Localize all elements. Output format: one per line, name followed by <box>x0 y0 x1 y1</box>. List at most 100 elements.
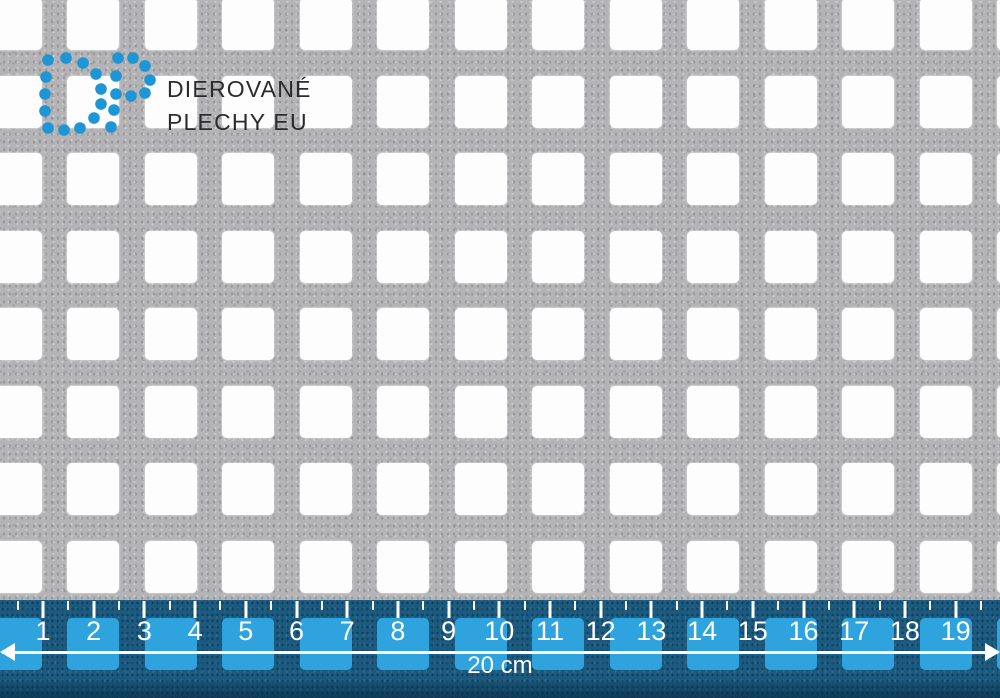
sheet-hole <box>454 540 507 593</box>
brand-name-line2: PLECHY EU <box>167 109 308 135</box>
sheet-hole <box>997 75 1000 128</box>
ruler-hole <box>842 618 894 670</box>
sheet-hole <box>67 540 119 593</box>
ruler-number: 18 <box>889 616 920 646</box>
sheet-hole <box>299 230 352 283</box>
ruler-tick-minor <box>625 601 628 610</box>
sheet-hole <box>454 153 507 206</box>
sheet-hole <box>299 540 352 593</box>
sheet-hole <box>842 540 894 593</box>
sheet-hole <box>222 75 274 128</box>
sheet-hole <box>67 308 119 361</box>
sheet-hole <box>222 463 274 516</box>
ruler-number: 16 <box>788 616 819 646</box>
sheet-hole <box>764 540 817 593</box>
ruler-number: 12 <box>585 616 616 646</box>
ruler-tick-major <box>649 601 653 618</box>
sheet-hole <box>377 308 429 361</box>
ruler-tick-minor <box>777 601 780 610</box>
sheet-hole <box>377 153 429 206</box>
sheet-hole <box>997 540 1000 593</box>
sheet-hole <box>687 230 739 283</box>
sheet-hole <box>687 153 739 206</box>
ruler-hole <box>144 618 197 670</box>
sheet-hole <box>919 540 972 593</box>
ruler-number: 11 <box>535 616 565 646</box>
sheet-hole <box>454 75 507 128</box>
ruler-number: 15 <box>737 616 768 646</box>
sheet-hole <box>609 230 662 283</box>
sheet-hole <box>454 308 507 361</box>
ruler-arrowhead-right-icon <box>985 643 1000 661</box>
sheet-hole <box>67 385 119 438</box>
ruler-number: 3 <box>136 616 152 646</box>
ruler-tick-minor <box>979 601 982 610</box>
ruler-number: 2 <box>86 616 102 646</box>
ruler-length-label: 20 cm <box>467 652 533 679</box>
ruler-tick-minor <box>523 601 526 610</box>
sheet-hole <box>67 153 119 206</box>
sheet-hole <box>0 463 42 516</box>
sheet-hole <box>299 0 352 51</box>
sheet-hole <box>0 540 42 593</box>
sheet-hole <box>299 385 352 438</box>
ruler-number: 17 <box>839 616 870 646</box>
sheet-hole <box>919 308 972 361</box>
sheet-hole <box>842 75 894 128</box>
ruler-tick-major <box>345 601 349 618</box>
sheet-hole <box>299 308 352 361</box>
ruler-tick-minor <box>16 601 19 610</box>
ruler-tick-major <box>396 601 400 618</box>
ruler-number: 4 <box>187 616 203 646</box>
sheet-hole <box>377 463 429 516</box>
ruler-number: 7 <box>339 616 355 646</box>
sheet-hole <box>144 153 197 206</box>
ruler-hole <box>764 618 817 670</box>
sheet-hole <box>377 230 429 283</box>
ruler-hole <box>67 618 119 670</box>
sheet-hole <box>842 308 894 361</box>
ruler-tick-major <box>295 601 298 618</box>
ruler-number: 9 <box>441 616 457 646</box>
ruler-hole <box>299 618 352 670</box>
ruler-hole <box>532 618 584 670</box>
sheet-hole <box>842 463 894 516</box>
sheet-hole <box>687 385 739 438</box>
sheet-hole <box>609 75 662 128</box>
ruler-hole <box>687 618 739 670</box>
sheet-hole <box>299 75 352 128</box>
ruler-hole <box>454 618 507 670</box>
sheet-hole <box>687 463 739 516</box>
ruler-tick-minor <box>219 601 222 610</box>
sheet-hole <box>609 463 662 516</box>
ruler-tick-major <box>244 601 248 618</box>
sheet-hole <box>842 0 894 51</box>
sheet-hole <box>144 540 197 593</box>
ruler: 1 2 3 4 5 6 7 8 9 10 11 12 13 14 15 16 17 18 19 20 cm <box>0 600 1000 698</box>
sheet-hole <box>919 385 972 438</box>
sheet-hole <box>609 308 662 361</box>
sheet-hole <box>222 0 274 51</box>
sheet-hole <box>222 308 274 361</box>
sheet-hole <box>454 0 507 51</box>
sheet-hole <box>144 0 197 51</box>
ruler-number: 13 <box>636 616 667 646</box>
sheet-hole <box>299 153 352 206</box>
ruler-tick-major <box>802 601 805 618</box>
ruler-number: 10 <box>484 616 515 646</box>
sheet-hole <box>532 0 584 51</box>
sheet-hole <box>997 463 1000 516</box>
sheet-hole <box>842 153 894 206</box>
ruler-tick-minor <box>320 601 323 610</box>
sheet-hole <box>377 75 429 128</box>
sheet-hole <box>0 75 42 128</box>
sheet-hole <box>144 463 197 516</box>
sheet-hole <box>532 463 584 516</box>
ruler-number: 6 <box>288 616 305 646</box>
sheet-hole <box>532 75 584 128</box>
sheet-hole <box>0 308 42 361</box>
sheet-hole <box>67 0 119 51</box>
sheet-hole <box>609 0 662 51</box>
sheet-hole <box>67 75 119 128</box>
sheet-hole <box>687 308 739 361</box>
